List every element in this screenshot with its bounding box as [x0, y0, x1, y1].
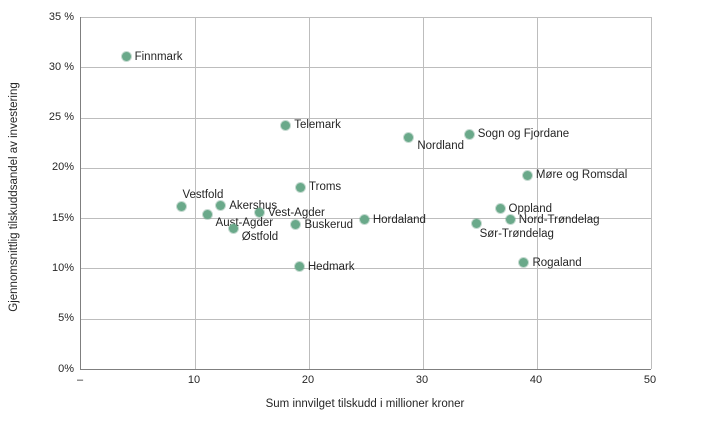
- data-point-label: Nord-Trøndelag: [518, 213, 600, 226]
- x-tick-label: 30: [415, 374, 429, 386]
- h-gridline: [81, 118, 651, 119]
- x-tick-label: 50: [643, 374, 657, 386]
- data-point-label: Finnmark: [134, 50, 183, 63]
- data-point-label: Østfold: [241, 231, 279, 244]
- data-point: [281, 120, 291, 130]
- h-gridline: [81, 168, 651, 169]
- x-tick-label: 40: [529, 374, 543, 386]
- data-point: [202, 210, 212, 220]
- data-point: [177, 202, 187, 212]
- data-point: [216, 201, 226, 211]
- y-tick-label: 10%: [51, 261, 74, 274]
- data-point: [519, 258, 529, 268]
- data-point: [464, 129, 474, 139]
- y-tick-label: 5%: [58, 312, 74, 325]
- data-point: [522, 170, 532, 180]
- data-point-label: Rogaland: [532, 256, 582, 269]
- data-point: [254, 208, 264, 218]
- data-point-label: Nordland: [417, 139, 464, 152]
- data-point: [495, 204, 505, 214]
- y-tick-label: 0%: [58, 362, 74, 375]
- data-point-label: Vestfold: [182, 189, 224, 202]
- h-gridline: [81, 319, 651, 320]
- data-point-label: Telemark: [294, 119, 341, 132]
- y-tick-label: 15%: [51, 211, 74, 224]
- data-point: [505, 215, 515, 225]
- x-tick-label: 20: [301, 374, 315, 386]
- data-point: [471, 219, 481, 229]
- x-tick-label: –: [76, 374, 84, 386]
- plot-area: Finnmark Telemark Sogn og Fjordane Nordland…: [80, 17, 652, 370]
- data-point-label: Troms: [309, 181, 342, 194]
- y-tick-label: 35 %: [48, 10, 74, 23]
- data-point-label: Vest-Agder: [267, 206, 325, 219]
- data-point: [228, 224, 238, 234]
- data-point: [359, 215, 369, 225]
- data-point: [294, 262, 304, 272]
- x-axis-title: Sum innvilget tilskudd i millioner krone…: [265, 398, 465, 410]
- data-point-label: Akershus: [229, 199, 278, 212]
- data-point-label: Hedmark: [307, 260, 355, 273]
- data-point: [291, 220, 301, 230]
- h-gridline: [81, 17, 651, 18]
- data-point-label: Oppland: [508, 202, 552, 215]
- h-gridline: [81, 67, 651, 68]
- y-tick-label: 30 %: [48, 60, 74, 73]
- v-gridline: [423, 17, 424, 369]
- v-gridline: [195, 17, 196, 369]
- data-point-label: Sogn og Fjordane: [477, 128, 570, 141]
- data-point-label: Aust-Agder: [215, 217, 274, 230]
- v-gridline: [651, 17, 652, 369]
- data-point-label: Hordaland: [372, 213, 426, 226]
- h-gridline: [81, 268, 651, 269]
- y-tick-label: 25 %: [48, 111, 74, 124]
- x-tick-label: 10: [187, 374, 201, 386]
- data-point-label: Buskerud: [304, 218, 354, 231]
- data-point: [296, 182, 306, 192]
- data-point-label: Sør-Trøndelag: [479, 228, 554, 241]
- v-gridline: [309, 17, 310, 369]
- data-point: [121, 52, 131, 62]
- data-point: [404, 132, 414, 142]
- data-point-label: Møre og Romsdal: [535, 169, 628, 182]
- v-gridline: [537, 17, 538, 369]
- y-tick-label: 20%: [51, 161, 74, 174]
